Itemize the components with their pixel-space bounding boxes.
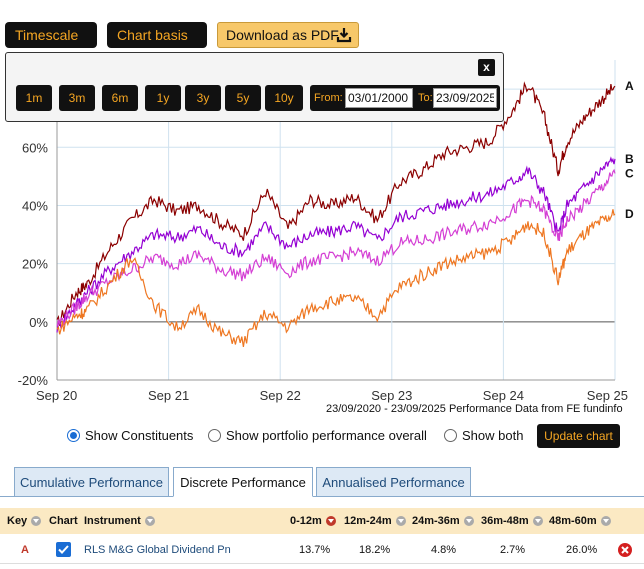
show-constituents-radio[interactable]: Show Constituents — [67, 428, 193, 443]
download-icon — [336, 28, 352, 43]
show-portfolio-radio[interactable]: Show portfolio performance overall — [208, 428, 427, 443]
checkmark-icon — [58, 545, 69, 554]
column-header-0-12m[interactable]: 0-12m — [290, 508, 336, 534]
x-tick-label: Sep 25 — [587, 388, 628, 403]
chart-lines — [56, 81, 616, 347]
value-36m-48m: 2.7% — [500, 544, 526, 556]
remove-icon[interactable] — [618, 543, 632, 557]
to-date-input[interactable] — [433, 88, 497, 108]
value-12m-24m: 18.2% — [359, 544, 391, 556]
update-chart-button[interactable]: Update chart — [537, 424, 620, 448]
tab-discrete-performance[interactable]: Discrete Performance — [173, 467, 313, 497]
chart-checkbox[interactable] — [56, 542, 71, 557]
sort-icon — [600, 516, 611, 526]
radio-unselected-icon — [208, 429, 221, 442]
tab-annualised-performance[interactable]: Annualised Performance — [316, 467, 471, 497]
range-button-3y[interactable]: 3y — [185, 85, 221, 111]
row-key: A — [21, 544, 29, 556]
column-header-chart: Chart — [49, 515, 78, 527]
to-label: To: — [418, 92, 433, 104]
x-tick-label: Sep 22 — [260, 388, 301, 403]
range-button-6m[interactable]: 6m — [102, 85, 138, 111]
timescale-popup: x 1m 3m 6m 1y 3y 5y 10y From: To: — [5, 52, 504, 122]
table-row: A RLS M&G Global Dividend Pn 13.7% 18.2%… — [0, 536, 644, 564]
x-tick-label: Sep 24 — [483, 388, 524, 403]
range-button-1m[interactable]: 1m — [16, 85, 52, 111]
timescale-label: Timescale — [15, 27, 79, 43]
sort-icon — [31, 516, 42, 526]
y-tick-label: 60% — [22, 140, 48, 155]
download-pdf-button[interactable]: Download as PDF — [217, 22, 359, 48]
table-header: Key Chart Instrument 0-12m 12m-24m 24m-3… — [0, 508, 644, 534]
sort-active-icon — [325, 516, 336, 526]
column-header-12m-24m[interactable]: 12m-24m — [344, 508, 406, 534]
column-header-24m-36m[interactable]: 24m-36m — [412, 508, 474, 534]
sort-icon — [532, 516, 543, 526]
timescale-button[interactable]: Timescale⌄ — [5, 22, 97, 69]
column-header-36m-48m[interactable]: 36m-48m — [481, 508, 543, 534]
y-tick-label: 0% — [29, 315, 48, 330]
show-portfolio-label: Show portfolio performance overall — [226, 428, 427, 443]
y-tick-label: -20% — [18, 373, 49, 388]
sort-icon — [463, 516, 474, 526]
series-line-a — [56, 81, 616, 326]
show-both-label: Show both — [462, 428, 524, 443]
series-line-c — [56, 168, 616, 327]
column-header-48m-60m[interactable]: 48m-60m — [549, 508, 611, 534]
value-48m-60m: 26.0% — [566, 544, 598, 556]
x-tick-label: Sep 23 — [371, 388, 412, 403]
series-label-d: D — [625, 207, 634, 221]
chart-footnote: 23/09/2020 - 23/09/2025 Performance Data… — [326, 403, 623, 415]
column-header-instrument[interactable]: Instrument — [84, 508, 155, 534]
range-button-5y[interactable]: 5y — [225, 85, 261, 111]
series-line-b — [56, 156, 616, 333]
range-button-3m[interactable]: 3m — [59, 85, 95, 111]
from-label: From: — [314, 92, 343, 104]
series-label-b: B — [625, 152, 634, 166]
chart-basis-label: Chart basis — [117, 27, 188, 43]
series-line-d — [56, 209, 616, 347]
value-24m-36m: 4.8% — [431, 544, 457, 556]
range-button-1y[interactable]: 1y — [145, 85, 181, 111]
range-button-10y[interactable]: 10y — [265, 85, 303, 111]
from-date-input[interactable] — [345, 88, 413, 108]
y-tick-label: 20% — [22, 257, 48, 272]
radio-selected-icon — [67, 429, 80, 442]
show-both-radio[interactable]: Show both — [444, 428, 523, 443]
show-constituents-label: Show Constituents — [85, 428, 194, 443]
x-tick-label: Sep 21 — [148, 388, 189, 403]
download-pdf-label: Download as PDF — [226, 27, 339, 43]
column-header-key[interactable]: Key — [7, 508, 42, 534]
sort-icon — [395, 516, 406, 526]
x-tick-label: Sep 20 — [36, 388, 77, 403]
series-label-a: A — [625, 79, 634, 93]
y-tick-label: 40% — [22, 198, 48, 213]
chart-labels: A BC D — [625, 79, 634, 221]
sort-icon — [144, 516, 155, 526]
value-0-12m: 13.7% — [299, 544, 331, 556]
date-range: From: To: — [310, 85, 500, 111]
tab-cumulative-performance[interactable]: Cumulative Performance — [14, 467, 169, 497]
series-label-c: C — [625, 166, 634, 180]
instrument-link[interactable]: RLS M&G Global Dividend Pn — [84, 544, 231, 556]
close-button[interactable]: x — [478, 59, 495, 76]
radio-unselected-icon — [444, 429, 457, 442]
